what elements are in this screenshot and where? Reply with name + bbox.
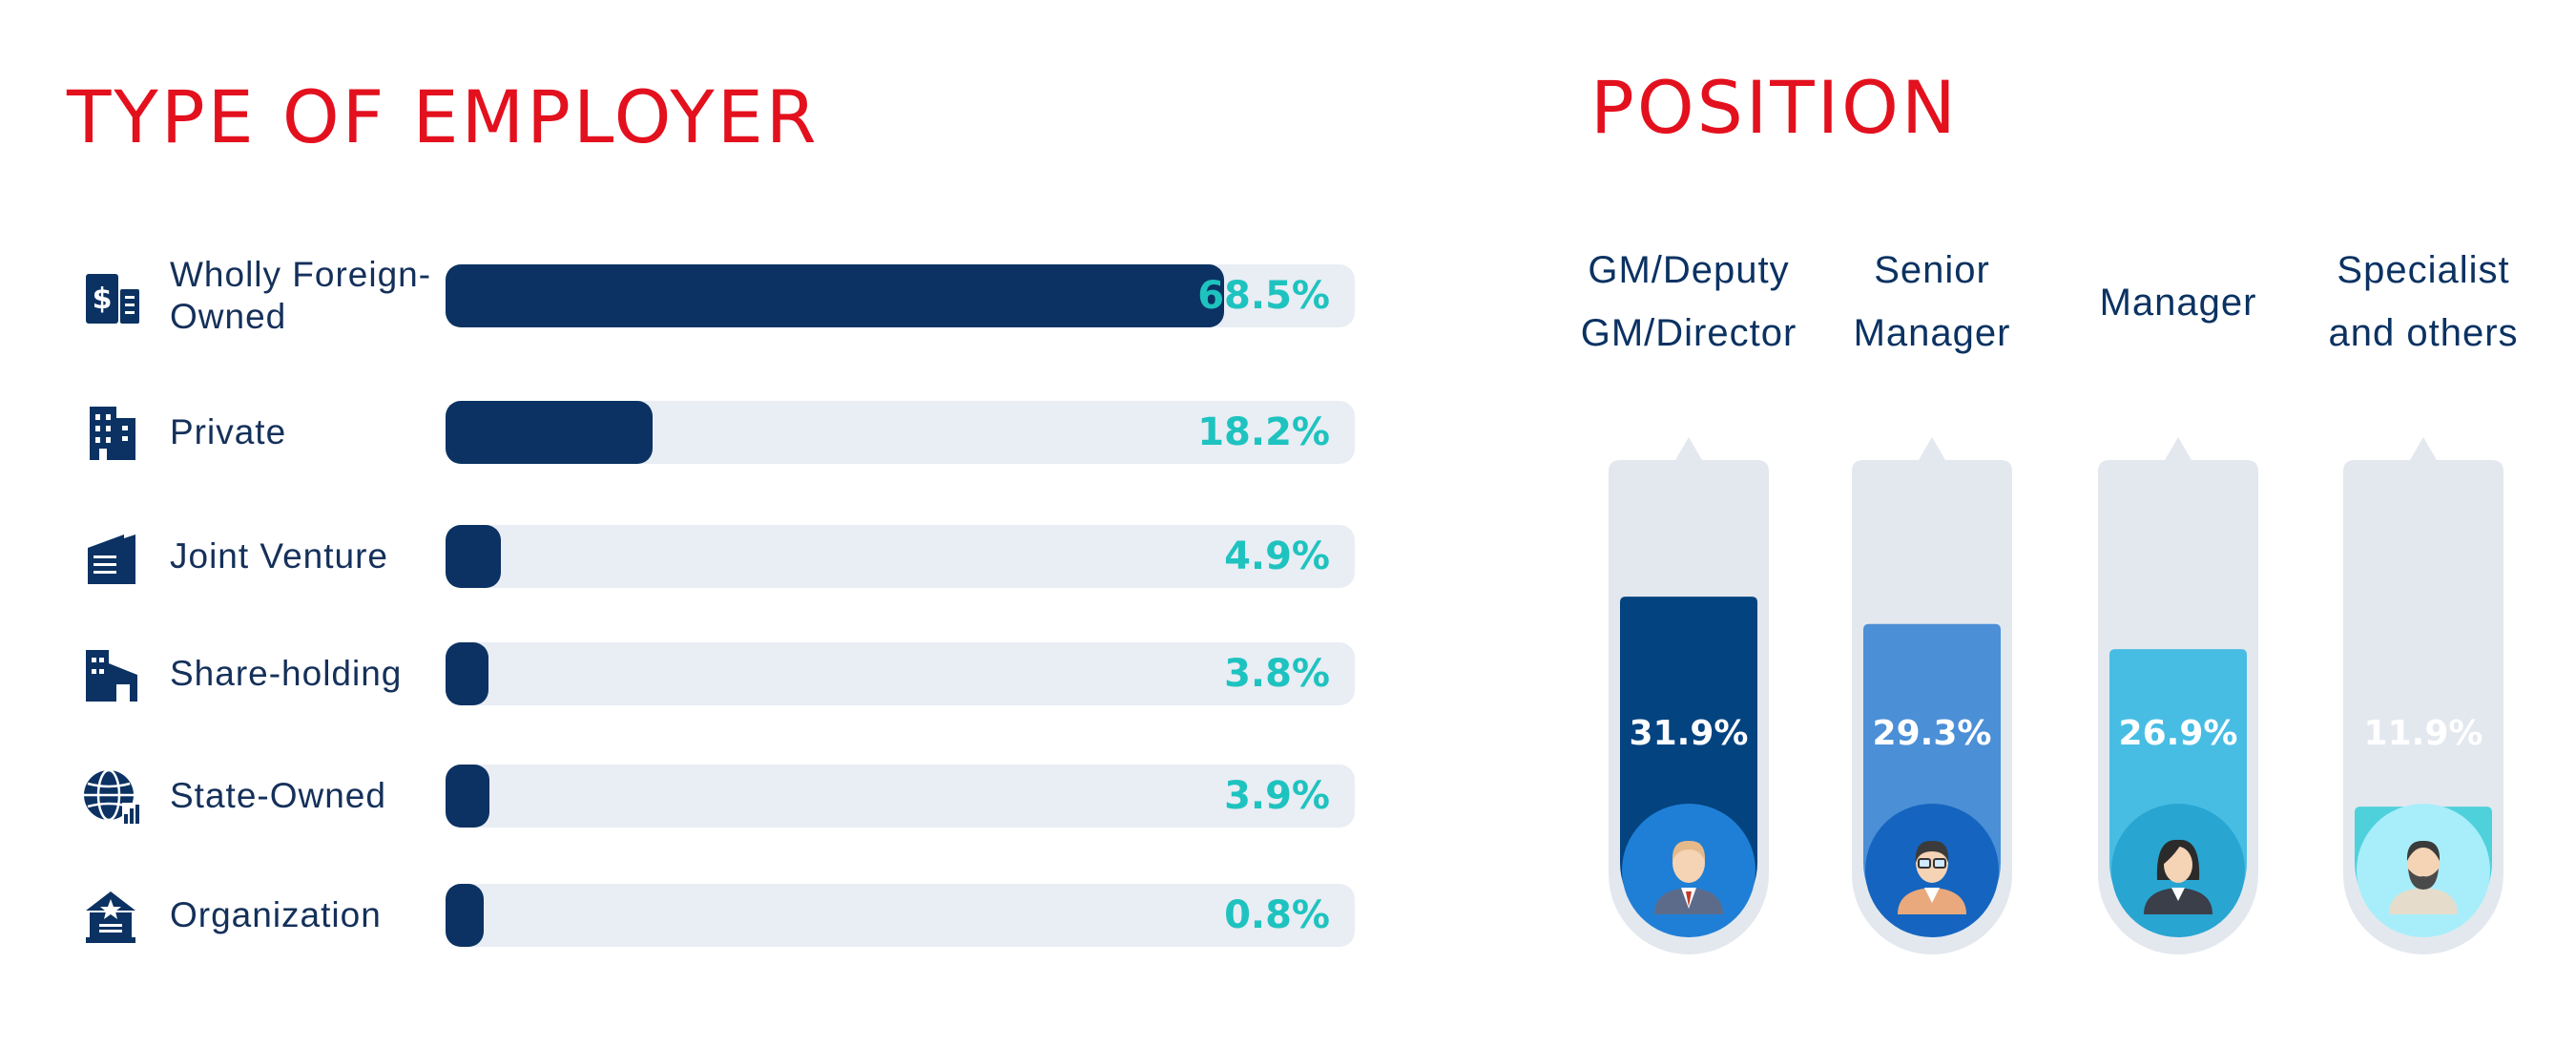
position-tube: 31.9%: [1609, 437, 1769, 954]
glasses-manager-avatar-icon: [1898, 840, 1966, 914]
employer-chart-title: TYPE OF EMPLOYER: [67, 74, 820, 159]
employer-bar: [446, 765, 490, 828]
employer-bar: [446, 264, 1224, 327]
employer-bar-track: 0.8%: [446, 884, 1355, 947]
employer-bar: [446, 525, 502, 588]
employer-category-label: Private: [170, 411, 287, 451]
office-building-icon: [80, 401, 143, 464]
position-category-label: Specialist and others: [2328, 249, 2519, 354]
employer-row: Share-holding 3.8%: [0, 642, 1374, 705]
position-tube: 29.3%: [1852, 437, 2012, 954]
employer-value-label: 0.8%: [1224, 893, 1330, 937]
position-category-label: GM/Deputy GM/Director: [1580, 249, 1797, 354]
employer-category-label: Wholly Foreign- Owned: [170, 254, 432, 336]
bearded-specialist-avatar-icon: [2389, 840, 2458, 914]
position-value-label: 11.9%: [2364, 714, 2483, 753]
employer-bar-track: 3.9%: [446, 765, 1355, 828]
employer-bar: [446, 884, 484, 947]
employer-value-label: 3.8%: [1224, 652, 1330, 696]
position-value-label: 29.3%: [1873, 714, 1992, 753]
employer-bar-track: 3.8%: [446, 642, 1355, 705]
employer-category-label: Joint Venture: [170, 535, 388, 576]
employer-bar: [446, 642, 489, 705]
employer-row: $ Wholly Foreign- Owned 68.5%: [0, 254, 1374, 336]
employer-row: State-Owned 3.9%: [0, 765, 1374, 828]
employer-bar-track: 68.5%: [446, 264, 1355, 327]
employer-value-label: 3.9%: [1224, 774, 1330, 818]
executive-avatar-icon: [1654, 840, 1723, 914]
employer-category-label: State-Owned: [170, 775, 386, 815]
position-value-label: 26.9%: [2119, 714, 2238, 753]
position-category-label: Manager: [2099, 282, 2257, 324]
employer-value-label: 4.9%: [1224, 534, 1330, 578]
position-category-label: Senior Manager: [1853, 249, 2011, 354]
employer-bar: [446, 401, 653, 464]
position-tube: 26.9%: [2098, 437, 2258, 954]
building-dollar-icon: $: [80, 264, 143, 327]
employer-bar-track: 18.2%: [446, 401, 1355, 464]
employer-category-label: Organization: [170, 894, 382, 934]
employer-row: Organization 0.8%: [0, 884, 1374, 947]
employer-category-label: Share-holding: [170, 653, 403, 693]
joint-venture-building-icon: [80, 525, 143, 588]
globe-chart-icon: [80, 765, 143, 828]
svg-text:$: $: [93, 283, 113, 316]
position-value-label: 31.9%: [1630, 714, 1749, 753]
star-building-icon: [80, 884, 143, 947]
employer-value-label: 68.5%: [1197, 274, 1330, 318]
share-holding-building-icon: [80, 642, 143, 705]
position-chart-title: POSITION: [1590, 65, 1959, 150]
employer-value-label: 18.2%: [1197, 410, 1330, 454]
employer-bar-track: 4.9%: [446, 525, 1355, 588]
employer-row: Joint Venture 4.9%: [0, 525, 1374, 588]
employer-row: Private 18.2%: [0, 401, 1374, 464]
position-tube: 11.9%: [2343, 437, 2503, 954]
woman-manager-avatar-icon: [2144, 839, 2212, 914]
